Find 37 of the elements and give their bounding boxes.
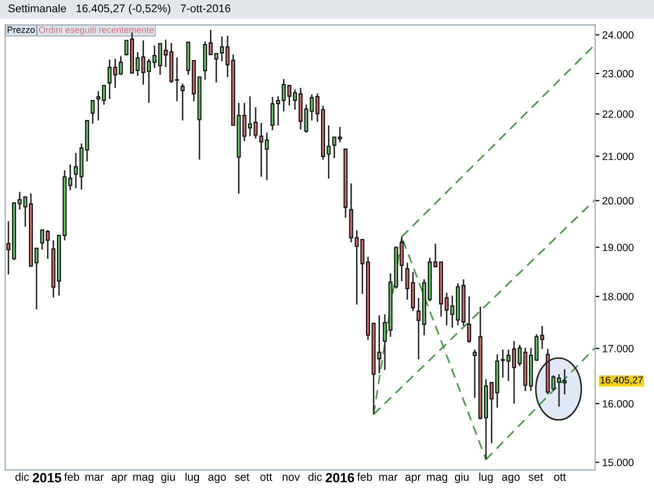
annotation: Ordini eseguiti recentemente (38, 26, 154, 35)
x-tick-label: set (528, 474, 544, 481)
x-tick-label: dic (308, 472, 322, 481)
x-tick-label: set (234, 474, 250, 481)
y-tick-label: 23.000 (602, 70, 634, 78)
x-tick-label: nov (282, 474, 300, 481)
x-tick-label: mar (379, 474, 398, 481)
x-tick-label: feb (64, 472, 80, 481)
x-tick-label: 2015 (32, 473, 62, 482)
x-tick-label: mag (426, 474, 448, 484)
x-tick-label: lug (479, 472, 493, 484)
x-tick-label: giu (161, 472, 175, 484)
y-tick-label: 16.000 (602, 400, 634, 408)
x-tick-label: ott (554, 474, 566, 481)
x-tick-label: ago (208, 474, 226, 484)
x-tick-label: feb (357, 472, 372, 481)
y-tick-label: 22.000 (602, 110, 634, 118)
x-tick-label: 2016 (326, 473, 354, 482)
y-tick-label: 19.000 (602, 244, 634, 252)
y-tick-label: 15.000 (602, 458, 634, 466)
chart-title: Settimanale 16.405,27 (-0,52%) 7-ott-2016 (8, 4, 230, 14)
y-tick-label: 21.000 (602, 152, 634, 160)
text: 16.405,27 (600, 376, 643, 385)
x-tick-label: dic (15, 472, 29, 481)
x-tick-label: ago (502, 474, 520, 484)
x-tick-label: apr (112, 474, 128, 484)
x-tick-label: lug (186, 472, 199, 484)
x-tick-label: mar (85, 474, 104, 481)
y-tick-label: 20.000 (602, 197, 634, 205)
x-tick-label: apr (405, 474, 421, 484)
x-tick-label: mag (133, 474, 154, 484)
annotation: Prezzo (8, 26, 35, 33)
y-tick-label: 17.000 (602, 344, 634, 352)
y-tick-label: 24.000 (602, 31, 634, 39)
y-tick-label: 18.000 (602, 292, 634, 300)
x-tick-label: ott (260, 474, 272, 481)
x-tick-label: giu (454, 472, 469, 484)
